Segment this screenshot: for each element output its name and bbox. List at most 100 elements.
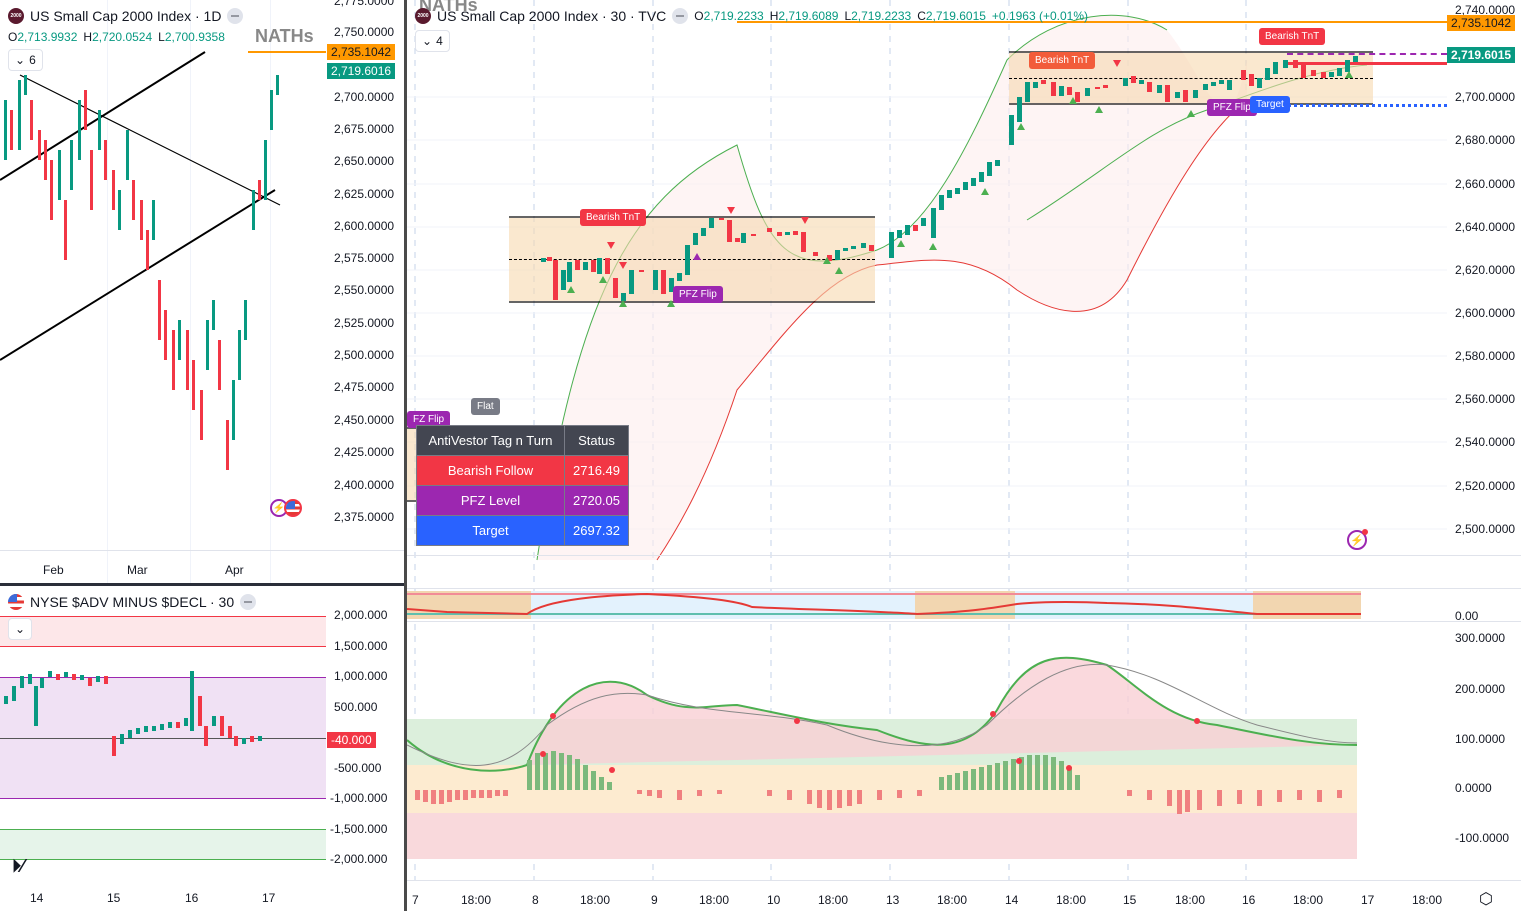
pane-divider[interactable] — [0, 583, 404, 586]
symbol-title[interactable]: US Small Cap 2000 Index · 1D — [30, 8, 222, 24]
axis-tick: 2,650.0000 — [334, 154, 395, 168]
us-flag-icon — [284, 499, 302, 517]
main-time-axis[interactable]: 7 18:00 8 18:00 9 18:00 10 18:00 13 18:0… — [407, 880, 1521, 911]
time-tick: 16 — [1242, 893, 1256, 907]
target-line — [1277, 104, 1447, 107]
axis-tick: -1,500.000 — [330, 822, 388, 836]
pfz-flip-label: PFZ Flip — [1207, 99, 1257, 116]
open-label: O — [694, 9, 704, 23]
time-tick: 18:00 — [1175, 893, 1206, 907]
axis-tick: 2,450.0000 — [334, 413, 395, 427]
time-tick: 18:00 — [937, 893, 968, 907]
nath-line — [737, 21, 1447, 23]
high-label: H — [769, 9, 779, 23]
time-tick: Mar — [127, 563, 148, 577]
time-tick: 14 — [30, 891, 44, 905]
table-header: Status — [564, 425, 629, 456]
naths-label: NATHs — [419, 0, 478, 15]
bearish-tnt-label: Bearish TnT — [1259, 28, 1326, 45]
table-header: AntiVestor Tag n Turn — [416, 425, 565, 456]
close-value: 2,719.6015 — [925, 9, 986, 23]
time-tick: 17 — [1361, 893, 1375, 907]
daily-price-axis[interactable]: 2,775.0000 2,750.0000 2,700.0000 2,675.0… — [326, 0, 404, 550]
axis-tick: 2,660.0000 — [1455, 177, 1516, 191]
hide-icon[interactable] — [672, 8, 689, 24]
daily-chart-legend: 2000 US Small Cap 2000 Index · 1D — [8, 8, 244, 24]
bearish-tnt-label: Bearish TnT — [1029, 52, 1096, 69]
nath-price-tag: 2,735.1042 — [327, 44, 396, 60]
lightning-icon[interactable]: ⚡ — [1347, 529, 1368, 550]
table-row: Bearish Follow 2716.49 — [416, 455, 629, 486]
indicators-collapse-button[interactable]: ⌄ 4 — [415, 30, 450, 52]
axis-tick: 2,475.0000 — [334, 380, 395, 394]
time-tick: 18:00 — [699, 893, 730, 907]
naths-label: NATHs — [255, 26, 314, 46]
time-tick: 10 — [767, 893, 781, 907]
pane-divider-vertical[interactable] — [404, 0, 407, 911]
main-price-axis[interactable]: 2,740.0000 2,700.0000 2,680.0000 2,660.0… — [1447, 0, 1521, 555]
momentum-indicator-pane[interactable]: 300.0000 200.0000 100.0000 0.0000 -100.0… — [407, 625, 1521, 875]
axis-tick: 2,700.0000 — [1455, 90, 1516, 104]
table-row: Target 2697.32 — [416, 515, 629, 546]
row-value: 2697.32 — [564, 515, 629, 546]
symbol-logo-icon: 2000 — [8, 8, 24, 24]
time-tick: Feb — [43, 563, 64, 577]
change-value: +0.1963 (+0.01%) — [991, 9, 1088, 23]
row-value: 2720.05 — [564, 485, 629, 516]
daily-chart-pane[interactable]: 2000 US Small Cap 2000 Index · 1D O2,713… — [0, 0, 404, 583]
antivestor-status-table: AntiVestor Tag n Turn Status Bearish Fol… — [416, 425, 629, 546]
oversold-zone — [0, 829, 326, 860]
row-label: Bearish Follow — [416, 455, 565, 486]
axis-tick: 2,620.0000 — [1455, 263, 1516, 277]
row-label: Target — [416, 515, 565, 546]
time-tick: 18:00 — [818, 893, 849, 907]
breadth-chart-pane[interactable]: NYSE $ADV MINUS $DECL · 30 ⌄ ⏵⁄ 2,000.00… — [0, 586, 404, 911]
axis-tick: 2,500.0000 — [1455, 522, 1516, 536]
axis-tick: 2,625.0000 — [334, 187, 395, 201]
breadth-candles — [4, 671, 262, 756]
row-label: PFZ Level — [416, 485, 565, 516]
axis-tick: 500.000 — [334, 700, 378, 714]
indicator-count: 6 — [29, 53, 36, 67]
grid-line — [107, 0, 108, 583]
chevron-down-icon: ⌄ — [15, 53, 26, 67]
chart-badges: ⚡ — [270, 499, 302, 517]
axis-tick: 1,500.000 — [334, 639, 388, 653]
settings-icon[interactable]: ⬡ — [1479, 891, 1493, 908]
time-tick: 8 — [532, 893, 539, 907]
low-label: L — [158, 30, 165, 44]
axis-tick: 2,550.0000 — [334, 283, 395, 297]
target-label: Target — [1250, 96, 1290, 113]
main-chart-pane[interactable]: Bearish TnT Bearish TnT Bearish TnT PFZ … — [407, 0, 1521, 911]
axis-tick: 1,000.000 — [334, 669, 388, 683]
hide-icon[interactable] — [240, 594, 257, 610]
regime-indicator-pane[interactable]: 0.00 — [407, 588, 1521, 623]
axis-tick: -500.000 — [334, 761, 382, 775]
indicators-collapse-button[interactable]: ⌄ 6 — [8, 49, 43, 71]
time-tick: 15 — [107, 891, 121, 905]
axis-tick: 2,400.0000 — [334, 478, 395, 492]
hide-icon[interactable] — [227, 8, 244, 24]
indicators-collapse-button[interactable]: ⌄ — [8, 618, 33, 640]
last-price-tag: 2,719.6015 — [1447, 47, 1516, 63]
breadth-price-axis[interactable]: 2,000.000 1,500.000 1,000.000 500.000 -5… — [326, 586, 404, 876]
low-value: 2,719.2233 — [851, 9, 912, 23]
axis-tick: 2,750.0000 — [334, 25, 395, 39]
time-tick: 16 — [185, 891, 199, 905]
axis-tick: -1,000.000 — [330, 791, 388, 805]
axis-tick: 2,540.0000 — [1455, 435, 1516, 449]
indicator-count: 4 — [436, 34, 443, 48]
axis-tick: 2,525.0000 — [334, 316, 395, 330]
axis-tick: 0.0000 — [1455, 781, 1492, 795]
high-label: H — [83, 30, 93, 44]
time-tick: 13 — [886, 893, 900, 907]
axis-tick: 2,375.0000 — [334, 510, 395, 524]
us-flag-icon — [8, 594, 24, 610]
symbol-title[interactable]: US Small Cap 2000 Index · 30 · TVC — [437, 8, 667, 24]
breadth-title[interactable]: NYSE $ADV MINUS $DECL · 30 — [30, 594, 235, 610]
zone-midline — [509, 259, 875, 260]
tradingview-logo-icon[interactable]: ⏵⁄ — [12, 856, 25, 876]
zone-midline — [1009, 78, 1373, 79]
chevron-down-icon: ⌄ — [422, 34, 433, 48]
axis-tick: -2,000.000 — [330, 852, 388, 866]
